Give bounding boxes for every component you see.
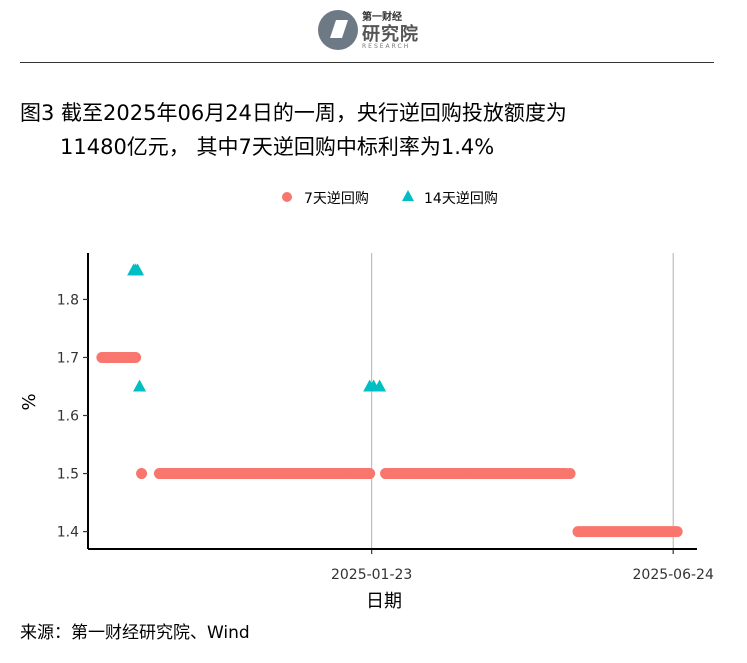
point-7d: [671, 526, 683, 538]
point-7d: [364, 468, 376, 480]
legend-label-7d: 7天逆回购: [304, 191, 369, 207]
logo-small-text: 第一财经: [362, 12, 402, 23]
point-7d: [130, 351, 142, 363]
logo-name: 研究院: [362, 24, 419, 45]
x-tick-label: 2025-06-24: [633, 567, 714, 583]
figure-title-line2: 11480亿元， 其中7天逆回购中标利率为1.4%: [60, 135, 495, 159]
legend-marker-14d: [402, 190, 414, 201]
legend-marker-7d: [282, 192, 292, 202]
source-note: 来源：第一财经研究院、Wind: [20, 623, 250, 643]
logo-emblem: [318, 10, 358, 50]
figure-title: 图3 截至2025年06月24日的一周，央行逆回购投放额度为 11480亿元， …: [20, 96, 567, 164]
y-tick-label: 1.7: [57, 350, 79, 366]
legend-label-14d: 14天逆回购: [424, 191, 498, 207]
header-divider: [20, 62, 714, 63]
point-14d: [133, 379, 147, 392]
y-axis-title: %: [19, 393, 40, 410]
y-tick-label: 1.8: [57, 292, 79, 308]
gridlines: [371, 253, 674, 549]
x-axis-title: 日期: [366, 591, 402, 612]
logo-mark-icon: [330, 20, 348, 38]
figure-title-line1: 图3 截至2025年06月24日的一周，央行逆回购投放额度为: [20, 101, 567, 125]
logo-english: RESEARCH: [362, 43, 411, 50]
data-marks: [96, 263, 683, 538]
y-tick-label: 1.5: [57, 467, 79, 483]
point-7d: [564, 468, 576, 480]
point-14d: [131, 263, 145, 276]
point-7d: [136, 468, 148, 480]
point-14d: [373, 379, 387, 392]
x-tick-label: 2025-01-23: [331, 567, 412, 583]
legend: 7天逆回购 14天逆回购: [282, 190, 498, 207]
logo: 第一财经 研究院 RESEARCH: [318, 6, 428, 54]
axes: 2025-01-23 2025-06-24 1.4 1.5 1.6 1.7 1.8: [57, 253, 714, 583]
y-tick-label: 1.6: [57, 409, 79, 425]
y-tick-label: 1.4: [57, 525, 79, 541]
